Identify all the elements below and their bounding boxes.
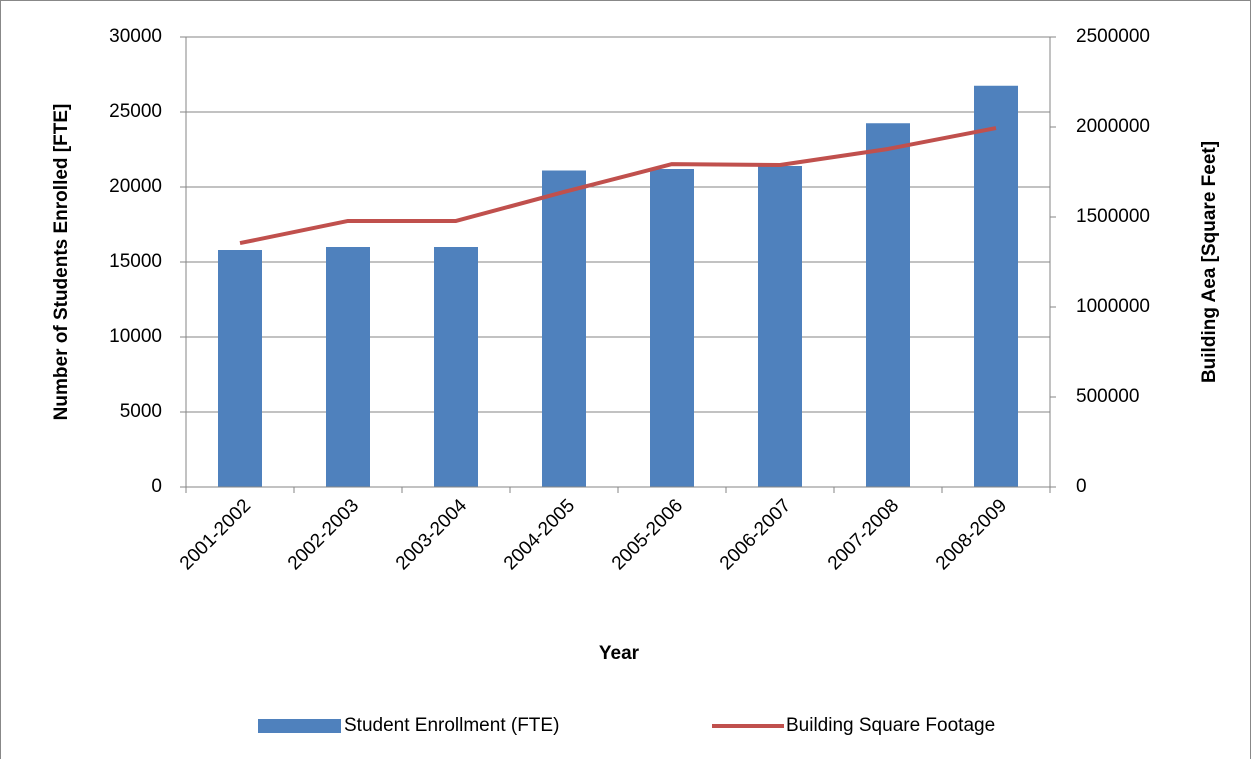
y-tick-label: 15000 — [109, 251, 162, 272]
y-tick-label: 20000 — [109, 176, 162, 197]
bar — [218, 250, 262, 487]
bar — [542, 170, 586, 487]
y-tick-label: 5000 — [120, 401, 162, 422]
y-axis-title: Number of Students Enrolled [FTE] — [51, 104, 72, 421]
y2-tick-label: 1500000 — [1076, 206, 1150, 227]
y2-axis-title: Building Aea [Square Feet] — [1199, 141, 1220, 383]
bar — [974, 85, 1018, 487]
y-tick-label: 25000 — [109, 101, 162, 122]
x-axis-title: Year — [599, 643, 640, 664]
legend-swatch — [258, 719, 341, 733]
y2-tick-label: 2000000 — [1076, 116, 1150, 137]
y2-tick-label: 500000 — [1076, 386, 1139, 407]
y2-tick-label: 0 — [1076, 476, 1087, 497]
bar — [866, 123, 910, 487]
y-tick-label: 0 — [151, 476, 162, 497]
bar — [758, 166, 802, 487]
legend-label: Building Square Footage — [786, 715, 995, 736]
bar — [650, 169, 694, 487]
bar — [326, 247, 370, 487]
y2-tick-label: 1000000 — [1076, 296, 1150, 317]
y-tick-label: 10000 — [109, 326, 162, 347]
legend-label: Student Enrollment (FTE) — [344, 715, 559, 736]
bar — [434, 247, 478, 487]
y-tick-label: 30000 — [109, 26, 162, 47]
line — [239, 126, 997, 246]
y2-tick-label: 2500000 — [1076, 26, 1150, 47]
